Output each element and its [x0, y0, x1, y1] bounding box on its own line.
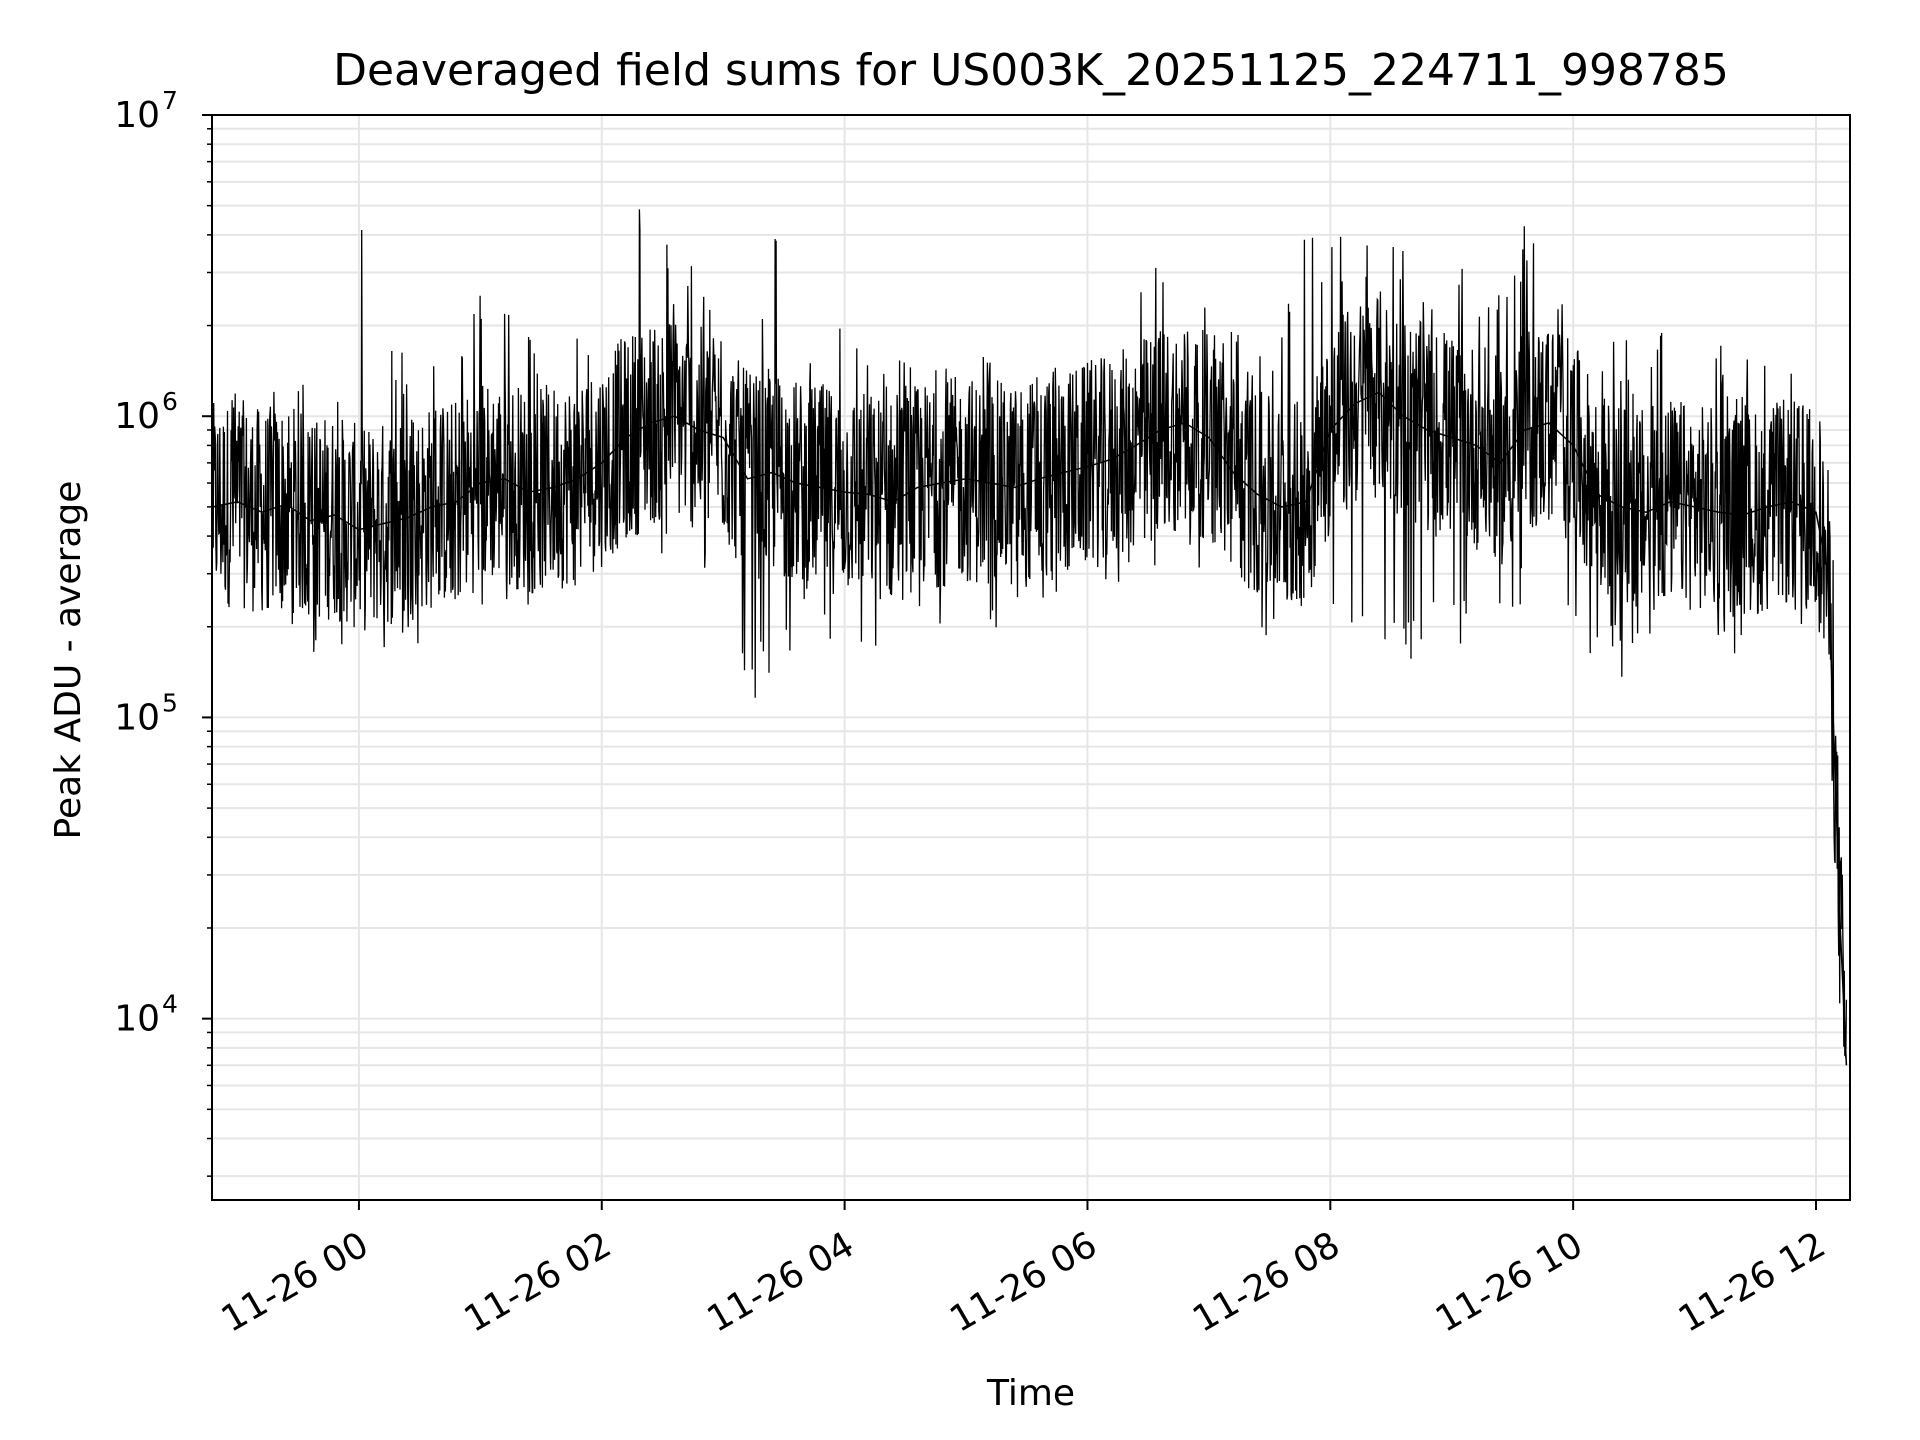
series-line-noise	[212, 209, 1848, 1059]
series-line	[213, 391, 1848, 1066]
y-tick-label: 10 4	[114, 990, 178, 1040]
y-tick-base: 10	[114, 697, 160, 738]
y-tick-exponent: 6	[162, 387, 178, 416]
y-tick-exponent: 5	[162, 688, 178, 717]
chart-title: Deaveraged field sums for US003K_2025112…	[333, 45, 1729, 96]
x-axis-label: Time	[986, 1373, 1075, 1414]
plot-area	[212, 209, 1848, 1066]
y-tick-exponent: 4	[162, 990, 178, 1019]
axes-frame	[211, 114, 1851, 1201]
y-tick-label: 10 5	[114, 688, 178, 738]
y-tick-exponent: 7	[162, 86, 178, 115]
y-tick-base: 10	[114, 396, 160, 437]
y-tick-base: 10	[114, 95, 160, 136]
y-tick-label: 10 6	[114, 387, 178, 437]
y-tick-base: 10	[114, 999, 160, 1040]
y-tick-label: 10 7	[114, 86, 178, 136]
y-axis-label: Peak ADU - average	[48, 481, 89, 840]
